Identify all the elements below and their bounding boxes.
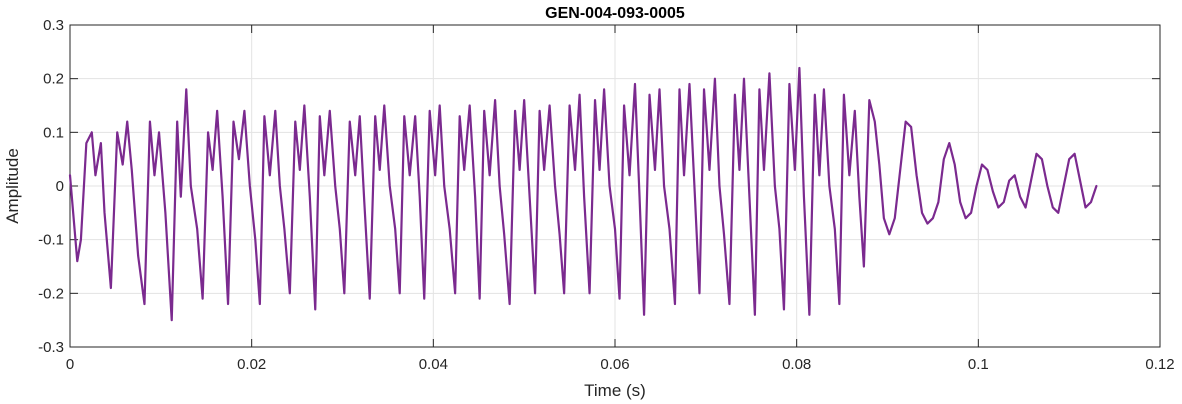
y-axis-label: Amplitude	[3, 148, 22, 224]
series-line	[68, 66, 1098, 322]
x-tick-label: 0.12	[1145, 356, 1174, 373]
x-tick-label: 0.04	[419, 356, 448, 373]
y-tick-label: 0.3	[43, 17, 64, 34]
y-tick-label: -0.3	[38, 339, 64, 356]
chart-title: GEN-004-093-0005	[545, 5, 685, 22]
y-tick-label: -0.2	[38, 285, 64, 302]
y-tick-label: 0.1	[43, 124, 64, 141]
series-group	[68, 66, 1098, 322]
y-tick-label: 0	[56, 178, 64, 195]
x-tick-label: 0.08	[782, 356, 811, 373]
x-tick-label: 0.1	[968, 356, 989, 373]
axis-ticks: 0 0.02 0.04 0.06 0.08 0.1 0.12 -0.3 -0.2 -0.1 0 0.1…	[38, 17, 1174, 373]
y-tick-label: 0.2	[43, 71, 64, 88]
grid-lines	[70, 25, 1160, 347]
x-tick-label: 0.06	[600, 356, 629, 373]
x-axis-label: Time (s)	[584, 381, 646, 400]
x-tick-label: 0	[66, 356, 74, 373]
y-tick-label: -0.1	[38, 232, 64, 249]
x-tick-label: 0.02	[237, 356, 266, 373]
